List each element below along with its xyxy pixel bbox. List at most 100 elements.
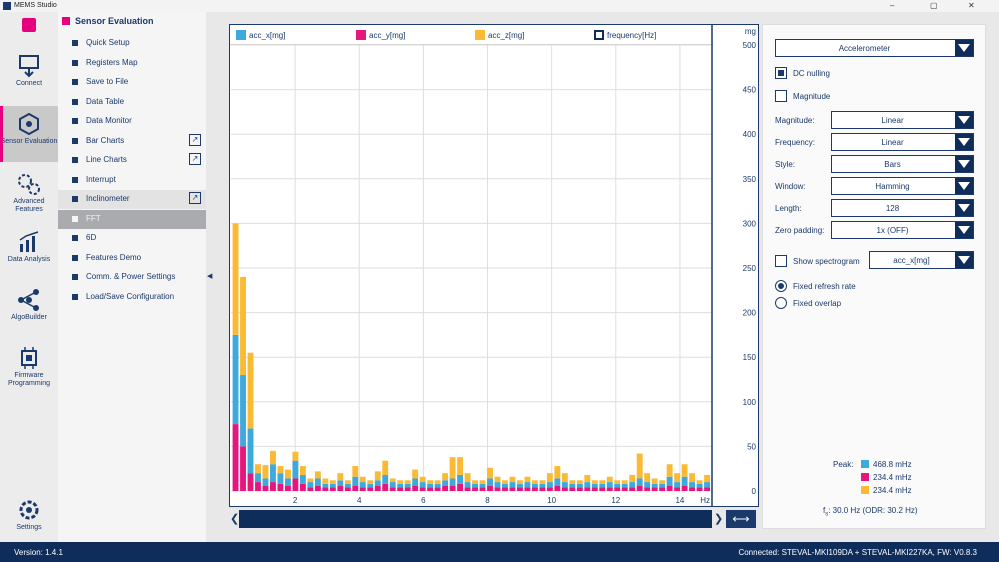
- rail-item-connect[interactable]: Connect: [0, 48, 58, 104]
- nav-item-interrupt[interactable]: Interrupt: [58, 171, 206, 190]
- close-button[interactable]: ✕: [968, 1, 975, 10]
- bar-acc-x: [299, 474, 306, 484]
- y-tick-label: 400: [743, 130, 757, 139]
- bar-acc-x: [329, 483, 336, 488]
- bar-acc-z: [419, 476, 426, 483]
- bar-acc-y: [359, 487, 366, 491]
- bullet-icon: [72, 137, 78, 144]
- rail-item-algobuilder[interactable]: AlgoBuilder: [0, 282, 58, 338]
- nav-item-label: Quick Setup: [86, 38, 130, 47]
- x-tick-label: 6: [421, 496, 426, 505]
- swap-axes-button[interactable]: ⟷: [726, 510, 756, 528]
- legend-acc-z[interactable]: acc_z[mg]: [475, 30, 524, 40]
- length-select[interactable]: 128: [831, 199, 974, 217]
- minimize-button[interactable]: –: [890, 1, 895, 10]
- bar-acc-y: [284, 485, 291, 491]
- nav-item-6d[interactable]: 6D: [58, 229, 206, 248]
- nav-item-bar-charts[interactable]: Bar Charts ↗: [58, 132, 206, 151]
- bar-acc-x: [644, 482, 651, 488]
- bar-acc-y: [352, 485, 359, 491]
- data-analysis-icon: [19, 231, 39, 252]
- peak-label: Peak:: [833, 460, 854, 469]
- bar-acc-z: [606, 476, 613, 483]
- bar-acc-y: [412, 485, 419, 491]
- bar-acc-z: [374, 471, 381, 481]
- rail-item-sensor-evaluation[interactable]: Sensor Evaluation: [0, 106, 58, 162]
- nav-item-label: 6D: [86, 233, 97, 242]
- bar-acc-z: [457, 457, 464, 475]
- bar-acc-x: [674, 482, 681, 488]
- bar-acc-x: [262, 478, 269, 486]
- chevron-down-icon: [955, 252, 973, 268]
- bullet-icon: [72, 293, 78, 300]
- legend-acc-x[interactable]: acc_x[mg]: [236, 30, 285, 40]
- nav-item-features-demo[interactable]: Features Demo: [58, 249, 206, 268]
- bullet-icon: [72, 59, 78, 66]
- style-label: Style:: [775, 160, 796, 169]
- scroll-left-icon[interactable]: ❮: [230, 513, 240, 525]
- bar-acc-x: [599, 483, 606, 488]
- bar-acc-y: [606, 487, 613, 491]
- rail-item-settings[interactable]: Settings: [0, 492, 58, 548]
- bar-acc-z: [539, 480, 546, 484]
- nav-item-label: Line Charts: [86, 155, 127, 164]
- scroll-right-icon[interactable]: ❯: [714, 513, 724, 525]
- bar-acc-x: [629, 482, 636, 488]
- window-select[interactable]: Hamming: [831, 177, 974, 195]
- external-link-icon[interactable]: ↗: [189, 133, 201, 146]
- spectrogram-axis-select[interactable]: acc_x[mg]: [869, 251, 974, 269]
- style-select[interactable]: Bars: [831, 155, 974, 173]
- bar-acc-x: [449, 478, 456, 486]
- fs-value: : 30.0 Hz (ODR: 30.2 Hz): [828, 506, 918, 515]
- bar-acc-x: [651, 483, 658, 488]
- nav-item-inclinometer[interactable]: Inclinometer ↗: [58, 190, 206, 209]
- bar-acc-y: [247, 473, 254, 491]
- nav-item-comm-power-settings[interactable]: Comm. & Power Settings: [58, 268, 206, 287]
- bar-acc-z: [576, 480, 583, 484]
- nav-item-data-table[interactable]: Data Table: [58, 93, 206, 112]
- bar-acc-y: [629, 487, 636, 491]
- bar-acc-x: [539, 483, 546, 488]
- bar-acc-y: [614, 487, 621, 491]
- nav-item-load-save-configuration[interactable]: Load/Save Configuration: [58, 288, 206, 307]
- nav-item-registers-map[interactable]: Registers Map: [58, 54, 206, 73]
- bar-acc-z: [292, 451, 299, 461]
- nav-item-fft[interactable]: FFT: [58, 209, 206, 229]
- dc-nulling-checkbox[interactable]: [775, 67, 787, 79]
- peak-value-y: 234.4 mHz: [873, 473, 912, 482]
- nav-item-quick-setup[interactable]: Quick Setup: [58, 34, 206, 53]
- external-link-icon[interactable]: ↗: [189, 153, 201, 165]
- frequency-select[interactable]: Linear: [831, 133, 974, 151]
- fixed-overlap-radio[interactable]: [775, 297, 787, 309]
- bar-acc-z: [666, 464, 673, 477]
- legend-label: acc_z[mg]: [488, 31, 525, 40]
- bar-acc-y: [689, 487, 696, 491]
- header-marker: [62, 17, 70, 25]
- maximize-button[interactable]: ▢: [930, 1, 938, 10]
- legend-frequency[interactable]: frequency[Hz]: [594, 30, 656, 40]
- legend-acc-y[interactable]: acc_y[mg]: [356, 30, 405, 40]
- nav-item-line-charts[interactable]: Line Charts ↗: [58, 151, 206, 170]
- bar-acc-z: [262, 465, 269, 479]
- magnitude-select[interactable]: Linear: [831, 111, 974, 129]
- rail-item-data-analysis[interactable]: Data Analysis: [0, 224, 58, 280]
- zero-padding-select[interactable]: 1x (OFF): [831, 221, 974, 239]
- external-link-icon[interactable]: ↗: [189, 192, 201, 204]
- magnitude-checkbox[interactable]: [775, 90, 787, 102]
- bar-acc-z: [240, 276, 246, 376]
- peak-value-x: 468.8 mHz: [873, 460, 912, 469]
- sensor-select[interactable]: Accelerometer: [775, 39, 974, 57]
- bar-acc-x: [704, 482, 710, 488]
- bar-acc-x: [359, 482, 366, 488]
- bar-acc-y: [704, 487, 710, 491]
- collapse-sidebar-icon[interactable]: ◀: [207, 273, 213, 280]
- rail-item-firmware-programming[interactable]: Firmware Programming: [0, 340, 58, 396]
- fixed-refresh-rate-radio[interactable]: [775, 280, 787, 292]
- rail-item-advanced-features[interactable]: Advanced Features: [0, 166, 58, 222]
- bar-acc-y: [531, 487, 538, 491]
- nav-item-data-monitor[interactable]: Data Monitor: [58, 112, 206, 131]
- nav-item-save-to-file[interactable]: Save to File: [58, 73, 206, 92]
- bar-acc-y: [651, 487, 658, 491]
- chart-scrollbar[interactable]: [239, 510, 712, 528]
- show-spectrogram-checkbox[interactable]: [775, 255, 787, 267]
